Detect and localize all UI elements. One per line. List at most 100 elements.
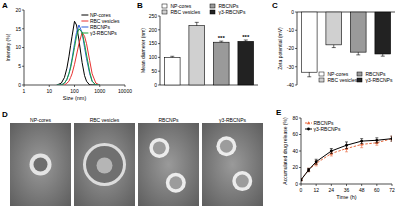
- marker: [315, 160, 318, 163]
- y-tick-label: 40: [292, 148, 298, 154]
- error-bar: [360, 139, 363, 144]
- y-tick: [158, 57, 160, 58]
- error-cap: [330, 155, 333, 156]
- error-cap: [360, 141, 363, 142]
- legend-swatch: [210, 4, 215, 8]
- bar: [213, 42, 229, 85]
- y-tick: [299, 167, 301, 168]
- legend-label: γ3-RBCNPs: [90, 30, 117, 36]
- y-tick: [22, 28, 24, 29]
- error-cap: [360, 143, 363, 144]
- y-tick-label: 0: [18, 82, 21, 88]
- particle-core: [169, 176, 182, 189]
- legend-swatch: [357, 78, 362, 82]
- annotation: ***: [218, 35, 226, 41]
- error-cap: [330, 151, 333, 152]
- error-cap: [345, 148, 348, 149]
- y-axis: [160, 16, 161, 85]
- y-tick: [22, 47, 24, 48]
- error-stem: [308, 168, 309, 171]
- y-tick: [158, 29, 160, 30]
- y-tick-label: 200: [149, 27, 158, 33]
- error-bar: [345, 142, 348, 149]
- legend-swatch: [162, 4, 167, 8]
- bar: [350, 12, 366, 52]
- plot-area: [164, 22, 253, 85]
- error-cap: [375, 145, 378, 146]
- marker: [360, 140, 363, 143]
- error-cap: [195, 22, 199, 23]
- marker: [345, 144, 348, 147]
- error-bar: [307, 72, 311, 77]
- y-tick: [158, 43, 160, 44]
- error-bar: [170, 56, 174, 57]
- y-tick: [158, 71, 160, 72]
- error-cap: [345, 141, 348, 142]
- y-tick-label: 50: [151, 68, 157, 74]
- error-stem: [346, 142, 347, 149]
- error-bar: [301, 179, 303, 181]
- legend-line: [305, 129, 312, 130]
- y-tick-label: 0: [295, 181, 298, 187]
- particle-halo: [166, 173, 186, 193]
- panel-label: A: [2, 1, 8, 10]
- micrograph-label: NP-cores: [30, 117, 51, 123]
- error-cap: [345, 151, 348, 152]
- y-tick: [299, 151, 301, 152]
- panel: C-40-30-20-100Zeta potential (mV)NP-core…: [272, 1, 395, 88]
- legend-label: RBC vesicles: [171, 9, 201, 15]
- y-tick-label: 15: [15, 26, 21, 32]
- y-tick: [22, 10, 24, 11]
- panel-label: D: [2, 110, 8, 119]
- x-tick-label: 10: [46, 88, 52, 94]
- x-tick-label: 1: [23, 88, 26, 94]
- legend-swatch: [319, 78, 324, 82]
- particle-core: [220, 140, 233, 153]
- panel: B050100150200250Mean diameter (nm)******…: [137, 1, 258, 88]
- error-bar: [219, 41, 223, 42]
- y-tick-label: 150: [149, 40, 158, 46]
- error-cap: [375, 137, 378, 138]
- x-tick-label: 36: [344, 187, 350, 193]
- error-bar: [301, 179, 303, 181]
- error-stem: [196, 22, 197, 25]
- error-bar: [381, 54, 385, 56]
- marker: [307, 121, 310, 124]
- y-axis-label: Accumulated drug release (%): [282, 117, 288, 185]
- x-tick-label: 24: [329, 187, 335, 193]
- bar: [164, 57, 180, 85]
- micrograph: [202, 123, 263, 206]
- error-cap: [381, 56, 385, 57]
- particle-halo: [232, 171, 252, 191]
- tem-background: [74, 123, 135, 206]
- y-tick-label: 20: [15, 7, 21, 13]
- error-cap: [330, 153, 333, 154]
- y-axis-label: Mean diameter (nm): [140, 28, 146, 73]
- legend-swatch: [319, 72, 324, 76]
- error-cap: [330, 148, 333, 149]
- particle-core: [34, 158, 48, 172]
- error-cap: [375, 142, 378, 143]
- panel-label: E: [276, 108, 282, 117]
- legend: RBCNPsγ3-RBCNPs: [305, 120, 341, 132]
- tem-background: [10, 123, 71, 206]
- error-cap: [356, 54, 360, 55]
- y-tick: [299, 184, 301, 185]
- particle-halo: [30, 154, 52, 176]
- error-cap: [307, 76, 311, 77]
- error-cap: [315, 165, 318, 166]
- error-cap: [391, 141, 393, 142]
- vesicle: [85, 145, 125, 185]
- panel: E0122436486072Time (h)020406080Accumulat…: [276, 108, 395, 200]
- y-axis-label: Intensity (%): [5, 33, 11, 61]
- panel: A110100100010000Size (nm)05101520Intensi…: [2, 1, 132, 101]
- error-bar: [330, 149, 333, 154]
- plot-area: [301, 136, 392, 181]
- x-tick-label: 0: [300, 187, 303, 193]
- particle-core: [236, 175, 249, 188]
- marker: [301, 178, 302, 181]
- error-cap: [315, 159, 318, 160]
- y-tick-label: 0: [154, 82, 157, 88]
- error-cap: [332, 47, 336, 48]
- legend-line: [81, 27, 88, 28]
